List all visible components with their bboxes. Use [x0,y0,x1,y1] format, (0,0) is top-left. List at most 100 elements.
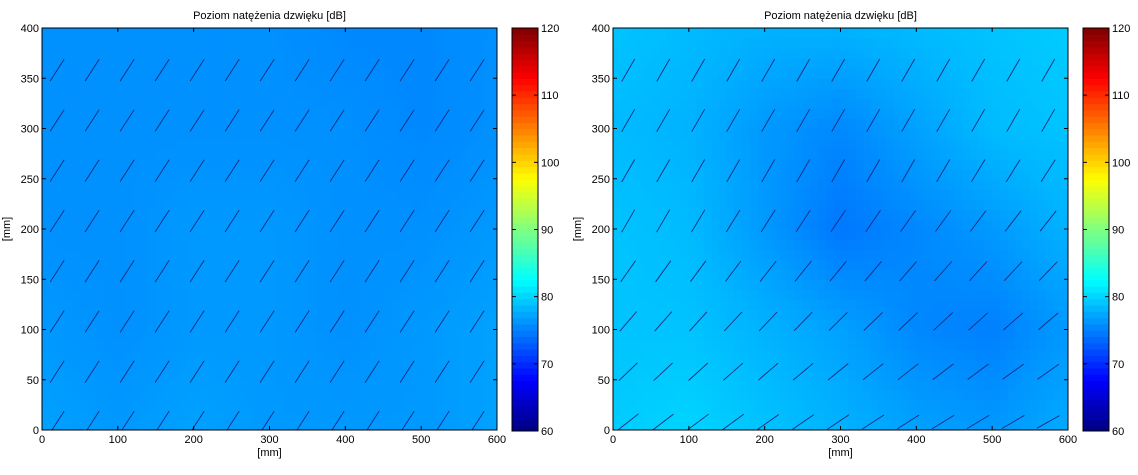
heatmap-cell [133,168,142,180]
heatmap-cell [474,279,483,290]
heatmap-cell [923,309,933,321]
heatmap-cell [163,28,172,39]
heatmap-cell [923,188,933,200]
heatmap-cell [443,249,453,260]
heatmap-cell [459,88,468,99]
heatmap-cell [673,38,682,49]
heatmap-cell [193,259,202,270]
heatmap-cell [673,168,682,180]
heatmap-cell [772,379,781,391]
heatmap-cell [681,239,690,250]
heatmap-cell [643,299,652,310]
heatmap-cell [628,249,637,260]
heatmap-cell [893,249,902,260]
heatmap-cell [330,28,339,39]
heatmap-cell [840,48,849,59]
heatmap-cell [810,108,819,120]
vector-line [84,260,100,283]
heatmap-cell [666,48,675,59]
heatmap-cell [269,178,278,190]
heatmap-cell [246,329,255,341]
heatmap-cell [95,148,104,160]
heatmap-cell [848,208,857,220]
heatmap-cell [688,409,698,421]
heatmap-cell [779,128,789,140]
heatmap-cell [170,349,180,361]
heatmap-cell [999,409,1008,421]
heatmap-cell [368,48,377,59]
heatmap-cell [923,279,933,290]
heatmap-cell [999,58,1008,69]
heatmap-cell [734,128,743,140]
heatmap-cell [170,289,180,300]
heatmap-cell [299,389,309,401]
heatmap-cell [208,259,218,270]
heatmap-cell [383,58,392,69]
heatmap-cell [284,269,293,280]
heatmap-cell [49,118,58,130]
heatmap-cell [102,349,111,361]
heatmap-cell [140,269,149,280]
heatmap-cell [466,239,475,250]
heatmap-cell [810,249,819,260]
heatmap-cell [977,138,986,150]
heatmap-cell [832,198,842,210]
heatmap-cell [224,128,233,140]
heatmap-cell [1052,349,1062,361]
y-tick-label: 150 [21,274,39,286]
heatmap-cell [726,239,735,250]
heatmap-cell [977,229,986,240]
colorbar-segment [512,260,538,268]
heatmap-cell [239,239,248,250]
heatmap-cell [696,118,705,130]
heatmap-cell [893,289,902,300]
heatmap-cell [451,38,460,49]
heatmap-cell [977,249,986,260]
heatmap-cell [201,188,210,200]
heatmap-cell [726,309,735,321]
heatmap-cell [72,249,81,260]
heatmap-cell [406,359,415,371]
heatmap-cell [201,329,210,341]
colorbar-segment [512,128,538,136]
heatmap-cell [224,269,233,280]
heatmap-cell [757,28,766,39]
heatmap-cell [855,98,864,109]
heatmap-cell [284,419,293,430]
colorbar-segment [512,405,538,413]
heatmap-cell [239,108,248,120]
heatmap-cell [696,98,705,109]
heatmap-cell [178,38,187,49]
heatmap-cell [383,399,392,411]
heatmap-cell [72,339,81,351]
heatmap-cell [787,369,796,381]
heatmap-cell [825,118,834,130]
heatmap-cell [787,118,796,130]
heatmap-cell [224,249,233,260]
heatmap-cell [916,409,925,421]
heatmap-cell [688,269,698,280]
heatmap-cell [193,118,202,130]
heatmap-cell [946,369,955,381]
heatmap-cell [201,259,210,270]
heatmap-cell [757,399,766,411]
heatmap-cell [901,88,910,99]
vector-line [154,109,170,132]
heatmap-cell [1007,239,1016,250]
heatmap-cell [1014,188,1024,200]
heatmap-cell [901,118,910,130]
heatmap-cell [893,279,902,290]
heatmap-cell [681,218,690,230]
heatmap-cell [772,48,781,59]
heatmap-cell [186,339,195,351]
heatmap-cell [208,399,218,411]
heatmap-cell [1052,409,1062,421]
heatmap-cell [939,218,948,230]
heatmap-cell [628,239,637,250]
heatmap-cell [939,48,948,59]
heatmap-cell [436,249,445,260]
heatmap-cell [231,399,240,411]
colorbar-segment [512,210,538,218]
heatmap-cell [643,98,652,109]
heatmap-cell [620,409,629,421]
